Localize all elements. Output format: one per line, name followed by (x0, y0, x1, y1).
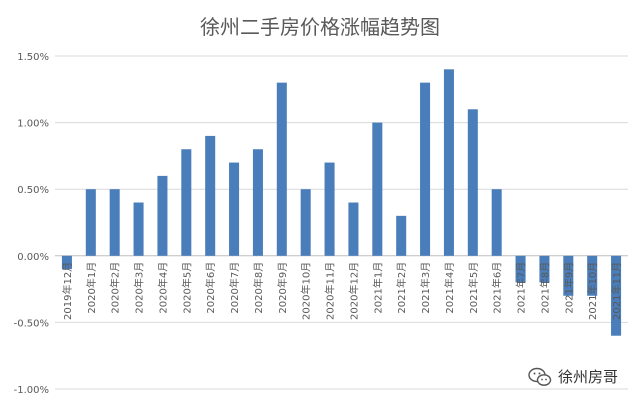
chart-title: 徐州二手房价格涨幅趋势图 (200, 15, 440, 39)
bar (109, 189, 120, 256)
x-tick-label: 2021年2月 (395, 262, 408, 314)
bar (300, 189, 311, 256)
wechat-icon (528, 367, 552, 386)
x-tick-label: 2021年6月 (491, 262, 504, 314)
y-tick-label: 1.00% (17, 119, 49, 130)
y-tick-label: 1.50% (17, 52, 49, 63)
x-tick-label: 2019年12月 (61, 262, 74, 320)
watermark: 徐州房哥 (528, 366, 618, 387)
x-tick-label: 2021年11月 (610, 262, 623, 320)
bar (396, 215, 407, 256)
x-tick-label: 2020年2月 (109, 262, 122, 314)
bar (229, 162, 240, 256)
bar (324, 162, 335, 256)
x-tick-label: 2021年10月 (586, 262, 599, 320)
x-tick-label: 2020年7月 (228, 262, 241, 314)
x-tick-label: 2020年10月 (300, 262, 313, 320)
x-tick-label: 2021年1月 (371, 262, 384, 314)
bar (61, 255, 72, 270)
x-tick-label: 2020年1月 (85, 262, 98, 314)
bar (133, 202, 144, 256)
watermark-text: 徐州房哥 (558, 368, 619, 386)
bar (276, 82, 287, 256)
bar (491, 189, 502, 256)
bar (443, 69, 454, 256)
bars (61, 69, 622, 336)
x-tick-label: 2020年12月 (347, 262, 360, 320)
x-tick-label: 2021年8月 (538, 262, 551, 314)
bar (348, 202, 359, 256)
bar (515, 255, 526, 283)
x-tick-label: 2020年6月 (204, 262, 217, 314)
x-tick-label: 2020年4月 (156, 262, 169, 314)
bar (587, 255, 598, 296)
x-tick-label: 2021年7月 (515, 262, 528, 314)
x-tick-label: 2021年5月 (467, 262, 480, 314)
y-tick-label: -1.00% (14, 385, 49, 396)
bar (205, 135, 216, 256)
x-tick-label: 2020年11月 (324, 262, 337, 320)
grid-lines (55, 55, 628, 390)
y-tick-label: 0.00% (17, 252, 49, 263)
bar (563, 255, 574, 296)
x-tick-label: 2020年5月 (180, 262, 193, 314)
y-axis-ticks: 1.50% 1.00% 0.50% 0.00% -0.50% -1.00% (14, 52, 49, 396)
bar (252, 149, 263, 256)
x-tick-label: 2021年9月 (562, 262, 575, 314)
bar (539, 255, 550, 283)
x-axis-ticks: 2019年12月 2020年1月 2020年2月 2020年3月 2020年4月 2020… (61, 262, 623, 320)
x-tick-label: 2020年9月 (276, 262, 289, 314)
bar (181, 149, 192, 256)
bar (85, 189, 96, 256)
x-tick-label: 2021年3月 (419, 262, 432, 314)
bar (420, 82, 431, 256)
bar (157, 175, 168, 256)
x-tick-label: 2020年8月 (252, 262, 265, 314)
bar (467, 109, 478, 256)
y-tick-label: -0.50% (14, 318, 49, 329)
bar (372, 122, 383, 256)
x-tick-label: 2021年4月 (443, 262, 456, 314)
x-tick-label: 2020年3月 (133, 262, 146, 314)
bar (611, 255, 622, 336)
y-tick-label: 0.50% (17, 185, 49, 196)
